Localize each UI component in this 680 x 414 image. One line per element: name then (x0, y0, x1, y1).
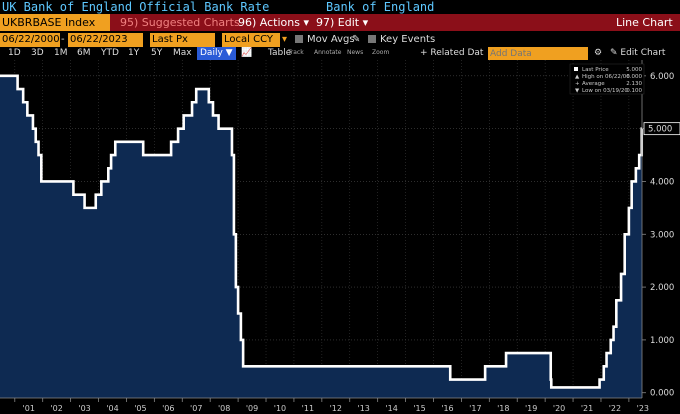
range-bar: 1D 3D 1M 6M YTD 1Y 5Y Max Daily ▼ 📈 Tabl… (0, 47, 680, 60)
legend-average-icon: + (575, 81, 580, 87)
x-tick-label: '07 (190, 404, 202, 413)
actions-menu[interactable]: 96) Actions ▾ (238, 16, 309, 29)
news-tool[interactable]: News (347, 49, 364, 56)
x-tick-label: '01 (23, 404, 35, 413)
line-chart-icon[interactable]: 📈 (241, 48, 253, 58)
chart-type-title: Line Chart (616, 16, 673, 29)
x-tick-label: '08 (218, 404, 230, 413)
table-button[interactable]: Table (268, 48, 292, 58)
legend-high-icon: ▲ (575, 74, 580, 80)
y-tick-label: 4.000 (650, 177, 674, 187)
add-data-input[interactable] (488, 47, 588, 60)
track-tool[interactable]: Track (288, 49, 304, 56)
pencil-icon: ✎ (610, 48, 621, 58)
x-tick-label: '23 (637, 404, 649, 413)
y-tick-label: 0.000 (650, 389, 674, 399)
x-tick-label: '20 (553, 404, 565, 413)
checkbox-icon (295, 35, 303, 43)
legend-high-label: High on 06/22/00 (582, 74, 630, 80)
menu-bar: 95) Suggested Charts 96) Actions ▾ 97) E… (0, 14, 680, 31)
range-3d[interactable]: 3D (31, 48, 44, 58)
currency-select[interactable]: Local CCY (222, 33, 280, 47)
x-tick-label: '05 (134, 404, 146, 413)
start-date-field[interactable]: 06/22/2000 (0, 33, 60, 47)
range-5y[interactable]: 5Y (151, 48, 163, 58)
pencil-icon[interactable]: ✎ (352, 34, 361, 45)
range-1d[interactable]: 1D (8, 48, 21, 58)
legend-average-value: 2.130 (626, 81, 642, 87)
edit-menu[interactable]: 97) Edit ▾ (316, 16, 369, 29)
checkbox-icon (368, 35, 376, 43)
x-tick-label: '13 (358, 404, 370, 413)
range-ytd[interactable]: YTD (101, 48, 119, 58)
legend-last-label: Last Price (582, 67, 609, 73)
legend: Last Price 5.000 ▲ High on 06/22/00 6.00… (569, 63, 645, 95)
x-tick-label: '15 (413, 404, 425, 413)
series-area-fill (0, 75, 642, 398)
legend-low-label: Low on 03/19/20 (582, 88, 628, 94)
y-tick-label: 6.000 (650, 72, 674, 82)
x-tick-label: '21 (581, 404, 593, 413)
x-tick-label: '16 (441, 404, 453, 413)
x-tick-label: '04 (106, 404, 118, 413)
x-tick-label: '09 (246, 404, 258, 413)
legend-high-value: 6.000 (626, 74, 642, 80)
options-bar: 06/22/2000 - 06/22/2023 Last Px Local CC… (0, 33, 680, 47)
x-tick-label: '03 (78, 404, 90, 413)
range-1y[interactable]: 1Y (128, 48, 140, 58)
x-tick-label: '17 (469, 404, 481, 413)
legend-low-value: 0.100 (626, 88, 642, 94)
edit-chart-label: Edit Chart (620, 48, 666, 58)
mov-avgs-toggle[interactable]: Mov Avgs (295, 33, 355, 47)
y-tick-label: 1.000 (650, 336, 674, 346)
last-value-box (643, 122, 680, 136)
ticker-input[interactable]: UKBRBASE Index (0, 14, 110, 31)
title-bar: UK Bank of England Official Bank Rate Ba… (0, 0, 680, 14)
x-tick-label: '02 (50, 404, 62, 413)
x-tick-label: '14 (385, 404, 397, 413)
x-tick-label: '06 (162, 404, 174, 413)
x-tick-label: '11 (302, 404, 314, 413)
x-axis: '01 '02 '03 '04 '05 '06 '07 '08 '09 '10 '11 '12 '13 '… (0, 397, 649, 413)
settings-icon[interactable]: ⚙ (594, 48, 603, 58)
annotate-tool[interactable]: Annotate (314, 49, 342, 56)
x-tick-label: '22 (609, 404, 621, 413)
key-events-toggle[interactable]: Key Events (368, 33, 435, 47)
suggested-charts-button[interactable]: 95) Suggested Charts (120, 16, 240, 29)
related-data-button[interactable]: + Related Dat (420, 48, 484, 58)
legend-average-label: Average (582, 81, 605, 87)
x-tick-label: '18 (497, 404, 509, 413)
y-tick-label: 2.000 (650, 283, 674, 293)
series-line (0, 74, 644, 389)
end-date-field[interactable]: 06/22/2023 (68, 33, 143, 47)
range-max[interactable]: Max (173, 48, 192, 58)
x-tick-label: '10 (274, 404, 286, 413)
currency-dropdown-icon[interactable]: ▾ (282, 34, 288, 45)
range-1m[interactable]: 1M (54, 48, 68, 58)
chart-area[interactable]: 6.0005.0004.0003.0002.0001.0000.0005.000… (0, 60, 680, 414)
range-6m[interactable]: 6M (77, 48, 91, 58)
legend-swatch-last (574, 67, 578, 71)
key-events-label: Key Events (380, 34, 436, 45)
legend-frame (569, 63, 645, 95)
price-field-select[interactable]: Last Px (150, 33, 215, 47)
x-tick-label: '19 (525, 404, 537, 413)
mov-avgs-label: Mov Avgs (307, 34, 355, 45)
frequency-select[interactable]: Daily ▼ (197, 47, 236, 60)
date-separator: - (61, 34, 65, 45)
rate-chart[interactable]: 6.0005.0004.0003.0002.0001.0000.0005.000… (0, 60, 680, 414)
legend-last-value: 5.000 (626, 67, 642, 73)
edit-chart-button[interactable]: ✎ Edit Chart (610, 47, 665, 60)
x-tick-label: '12 (330, 404, 342, 413)
y-tick-label: 3.000 (650, 230, 674, 240)
security-title: UK Bank of England Official Bank Rate (2, 0, 270, 14)
zoom-tool[interactable]: Zoom (372, 49, 390, 56)
last-value-label: 5.000 (648, 125, 672, 135)
issuer-name: Bank of England (326, 0, 435, 14)
legend-low-icon: ▼ (575, 88, 580, 94)
